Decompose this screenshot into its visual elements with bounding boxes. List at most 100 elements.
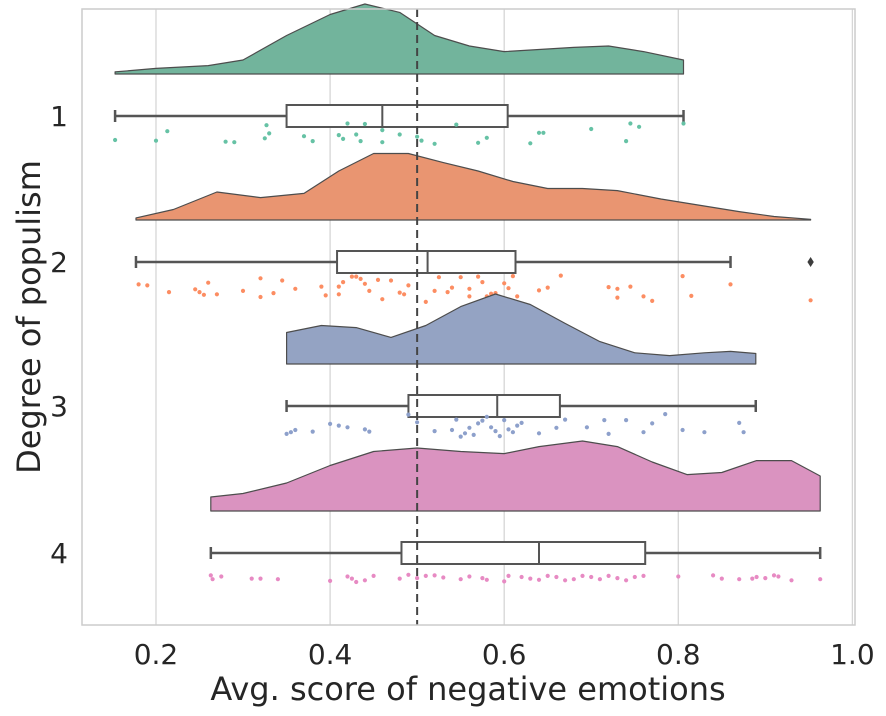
data-point [319, 284, 324, 289]
data-point [493, 429, 498, 434]
data-point [510, 274, 515, 279]
data-point [249, 576, 254, 581]
x-axis-label: Avg. score of negative emotions [210, 670, 725, 708]
data-point [536, 130, 542, 135]
data-point [419, 138, 424, 143]
data-point [349, 274, 354, 279]
tick-label-layer: 0.2 0.4 0.6 0.8 1.0 1 2 3 4 [50, 100, 874, 671]
group-1 [113, 3, 686, 146]
data-point [354, 274, 359, 279]
data-point [197, 290, 202, 295]
data-point [615, 576, 620, 581]
data-point [467, 294, 472, 299]
data-point [406, 283, 411, 288]
data-point [476, 274, 481, 279]
x-tick-label: 0.8 [656, 638, 701, 671]
data-point [462, 431, 468, 436]
data-point [541, 130, 546, 135]
data-point [145, 283, 150, 288]
data-point [628, 284, 633, 289]
data-point [519, 574, 524, 580]
data-point [737, 420, 742, 425]
data-point [641, 573, 646, 579]
data-point [284, 431, 289, 436]
data-point [380, 140, 385, 145]
data-point [415, 576, 420, 581]
data-point [336, 133, 341, 138]
data-point [201, 292, 206, 297]
data-point [258, 294, 263, 300]
y-axis-label: Degree of populism [10, 160, 48, 474]
data-point [628, 121, 633, 126]
y-tick-label: 3 [50, 390, 68, 423]
data-point [432, 573, 437, 578]
data-point [467, 574, 472, 579]
data-point [165, 129, 170, 134]
data-point [680, 274, 685, 279]
data-point [432, 288, 437, 293]
data-point [528, 576, 533, 581]
data-point [650, 421, 655, 426]
data-point [818, 577, 823, 582]
data-point [458, 577, 463, 582]
data-point [808, 298, 813, 303]
data-point [397, 132, 402, 137]
data-point [480, 280, 485, 285]
data-point [219, 574, 224, 579]
data-point [480, 418, 485, 423]
data-point [310, 429, 315, 434]
data-point [554, 574, 559, 580]
data-point [536, 577, 542, 582]
data-point [454, 122, 459, 127]
data-point [328, 578, 333, 584]
data-point [358, 139, 363, 144]
data-point [597, 577, 603, 582]
data-point [536, 288, 542, 293]
data-point [506, 427, 511, 432]
data-point [323, 293, 328, 298]
data-point [293, 427, 298, 433]
data-point [484, 135, 489, 140]
data-point [689, 293, 694, 298]
data-point [375, 277, 381, 282]
data-point [397, 576, 402, 581]
data-point [362, 281, 367, 286]
data-point [502, 579, 507, 584]
data-point [476, 421, 481, 426]
data-point [371, 573, 376, 579]
data-point [423, 299, 428, 304]
data-point [519, 420, 524, 425]
data-point [558, 273, 563, 278]
data-point [280, 278, 285, 283]
data-point [681, 121, 686, 126]
data-point [354, 132, 359, 137]
data-point [719, 576, 724, 581]
data-point [750, 576, 755, 581]
data-point [502, 281, 507, 286]
data-point [606, 573, 611, 579]
data-point [354, 579, 359, 585]
data-point [328, 421, 333, 426]
x-tick-label: 0.6 [482, 638, 527, 671]
data-point [615, 286, 620, 291]
data-point [606, 431, 611, 436]
data-point [545, 573, 550, 579]
data-point [771, 573, 777, 578]
data-point [336, 284, 341, 289]
data-point [728, 282, 733, 287]
data-point [214, 292, 219, 297]
data-point [476, 140, 481, 145]
data-point [624, 578, 629, 583]
group-3 [284, 293, 758, 439]
data-point [388, 278, 394, 283]
data-point [345, 574, 350, 579]
outlier-marker [807, 257, 814, 267]
data-point [275, 577, 280, 582]
data-point [358, 276, 363, 281]
box-iqr [285, 104, 509, 128]
data-point [232, 140, 237, 145]
group-2 [134, 152, 814, 304]
box-iqr [336, 250, 517, 274]
data-point [153, 138, 159, 143]
